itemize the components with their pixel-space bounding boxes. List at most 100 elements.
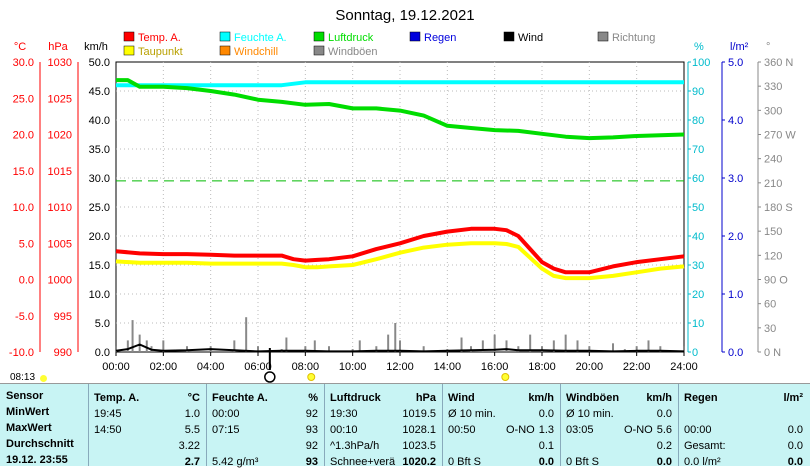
axis-unit-km/h: km/h xyxy=(84,41,108,53)
axis-tick-label: 0 xyxy=(692,347,698,359)
axis-tick-label: 5.0 xyxy=(728,57,743,69)
pressure-min-value: 1019.5 xyxy=(402,408,436,420)
stats-gusts: Windböen km/h Ø 10 min. 0.0 03:05 O-NO 5.6 0… xyxy=(560,384,679,468)
humidity-header: Feuchte A. xyxy=(212,392,268,404)
axis-tick-label: 1000 xyxy=(48,275,72,287)
axis-tick-label: 995 xyxy=(54,311,72,323)
wind-max-time: 00:50 xyxy=(448,424,476,436)
legend-swatch xyxy=(219,45,231,56)
current-time-label: 08:13 xyxy=(10,372,36,383)
gust-beaufort: 0 Bft S xyxy=(566,456,600,468)
axis-tick-label: 45.0 xyxy=(89,86,110,98)
axis-tick-label: 0.0 xyxy=(19,275,34,287)
axis-tick-label: 1010 xyxy=(48,202,72,214)
pressure-average: 1023.5 xyxy=(402,440,436,452)
axis-tick-label: 90 O xyxy=(764,275,788,287)
rain-total-value: 0.0 xyxy=(787,440,803,452)
axis-tick-label: 50 xyxy=(692,202,704,214)
x-tick-label: 12:00 xyxy=(386,361,414,373)
wind-current: 0.0 xyxy=(538,456,554,468)
pressure-header: Luftdruck xyxy=(330,392,381,404)
axis-tick-label: 180 S xyxy=(764,202,793,214)
axis-tick-label: -5.0 xyxy=(15,311,34,323)
axis-tick-label: 30 xyxy=(764,323,776,335)
temp-min-time: 19:45 xyxy=(94,408,122,420)
axis-tick-label: 0 N xyxy=(764,347,781,359)
row-label-avg: Durchschnitt xyxy=(6,438,74,450)
temp-max-time: 14:50 xyxy=(94,424,122,436)
chart-title: Sonntag, 19.12.2021 xyxy=(335,7,474,24)
axis-unit-right: l/m² xyxy=(730,41,749,53)
sunset-icon xyxy=(501,373,510,381)
x-tick-label: 18:00 xyxy=(528,361,556,373)
axis-tick-label: 30.0 xyxy=(13,57,34,69)
temp-header: Temp. A. xyxy=(94,392,140,404)
pressure-current: 1020.2 xyxy=(402,456,436,468)
axis-tick-label: 150 xyxy=(764,226,782,238)
wind-beaufort: 0 Bft S xyxy=(448,456,482,468)
legend-swatch xyxy=(313,45,325,56)
x-tick-label: 10:00 xyxy=(339,361,367,373)
weather-chart: Sonntag, 19.12.2021 00:00 02:00 04:00 06:00 0… xyxy=(9,7,796,383)
wind-min-label: Ø 10 min. xyxy=(448,408,496,420)
axis-tick-label: 270 W xyxy=(764,130,796,142)
axis-tick-label: 15.0 xyxy=(89,260,110,272)
x-tick-label: 04:00 xyxy=(197,361,225,373)
legend-swatch xyxy=(503,31,515,42)
series-line xyxy=(116,80,684,88)
axis-tick-label: 240 xyxy=(764,154,782,166)
pressure-trend: ^1.3hPa/h xyxy=(330,440,380,452)
legend-swatch xyxy=(123,45,135,56)
x-tick-label: 14:00 xyxy=(434,361,462,373)
sunrise-icon xyxy=(307,373,316,381)
gust-header: Windböen xyxy=(566,392,620,404)
axis-tick-label: 60 xyxy=(692,173,704,185)
wind-min-value: 0.0 xyxy=(538,408,554,420)
row-label-min: MinWert xyxy=(6,406,50,418)
axis-tick-label: 10 xyxy=(692,318,704,330)
stats-rain: Regen l/m² 00:00 0.0 Gesamt: 0.0 0.0 l/m² 0.… xyxy=(678,384,809,468)
axis-tick-label: 2.0 xyxy=(728,231,743,243)
axis-tick-label: 120 xyxy=(764,250,782,262)
legend-swatch xyxy=(313,31,325,42)
axis-tick-label: 330 xyxy=(764,81,782,93)
axis-tick-label: 60 xyxy=(764,299,776,311)
stats-pressure: Luftdruck hPa 19:30 1019.5 00:10 1028.1 ^1.… xyxy=(324,384,443,468)
rain-max-time: 00:00 xyxy=(684,424,712,436)
humidity-min-value: 92 xyxy=(305,408,318,420)
axis-tick-label: 80 xyxy=(692,115,704,127)
series-line xyxy=(115,343,685,353)
axis-tick-label: 3.0 xyxy=(728,173,743,185)
wind-max-direction: O-NO xyxy=(506,424,535,436)
series-line xyxy=(116,78,685,141)
row-label-max: MaxWert xyxy=(6,422,52,434)
axis-tick-label: 15.0 xyxy=(13,166,34,178)
axis-tick-label: 1.0 xyxy=(728,289,743,301)
stats-temperature: Temp. A. °C 19:45 1.0 14:50 5.5 3.22 2.7 xyxy=(88,384,207,468)
humidity-unit: % xyxy=(308,392,318,404)
x-tick-label: 20:00 xyxy=(576,361,604,373)
axis-tick-label: 25.0 xyxy=(13,93,34,105)
humidity-current: 93 xyxy=(305,456,318,468)
humidity-max-time: 07:15 xyxy=(212,424,240,436)
legend-label: Taupunkt xyxy=(138,46,183,58)
rain-unit: l/m² xyxy=(783,392,803,404)
axis-tick-label: 10.0 xyxy=(89,289,110,301)
axis-tick-label: 50.0 xyxy=(89,57,110,69)
legend-label: Luftdruck xyxy=(328,32,374,44)
axis-tick-label: 1030 xyxy=(48,57,72,69)
row-label-current: 19.12. 23:55 xyxy=(6,454,68,466)
axis-tick-label: 1015 xyxy=(48,166,72,178)
series-line xyxy=(115,226,685,275)
axis-tick-label: 0.0 xyxy=(95,347,110,359)
legend-label: Windböen xyxy=(328,46,378,58)
axis-tick-label: 210 xyxy=(764,178,782,190)
x-tick-label: 22:00 xyxy=(623,361,651,373)
legend-label: Wind xyxy=(518,32,543,44)
x-tick-label: 24:00 xyxy=(670,361,698,373)
humidity-average: 92 xyxy=(305,440,318,452)
axis-tick-label: 30.0 xyxy=(89,173,110,185)
pressure-min-time: 19:30 xyxy=(330,408,358,420)
axis-tick-label: 1025 xyxy=(48,93,72,105)
humidity-min-time: 00:00 xyxy=(212,408,240,420)
